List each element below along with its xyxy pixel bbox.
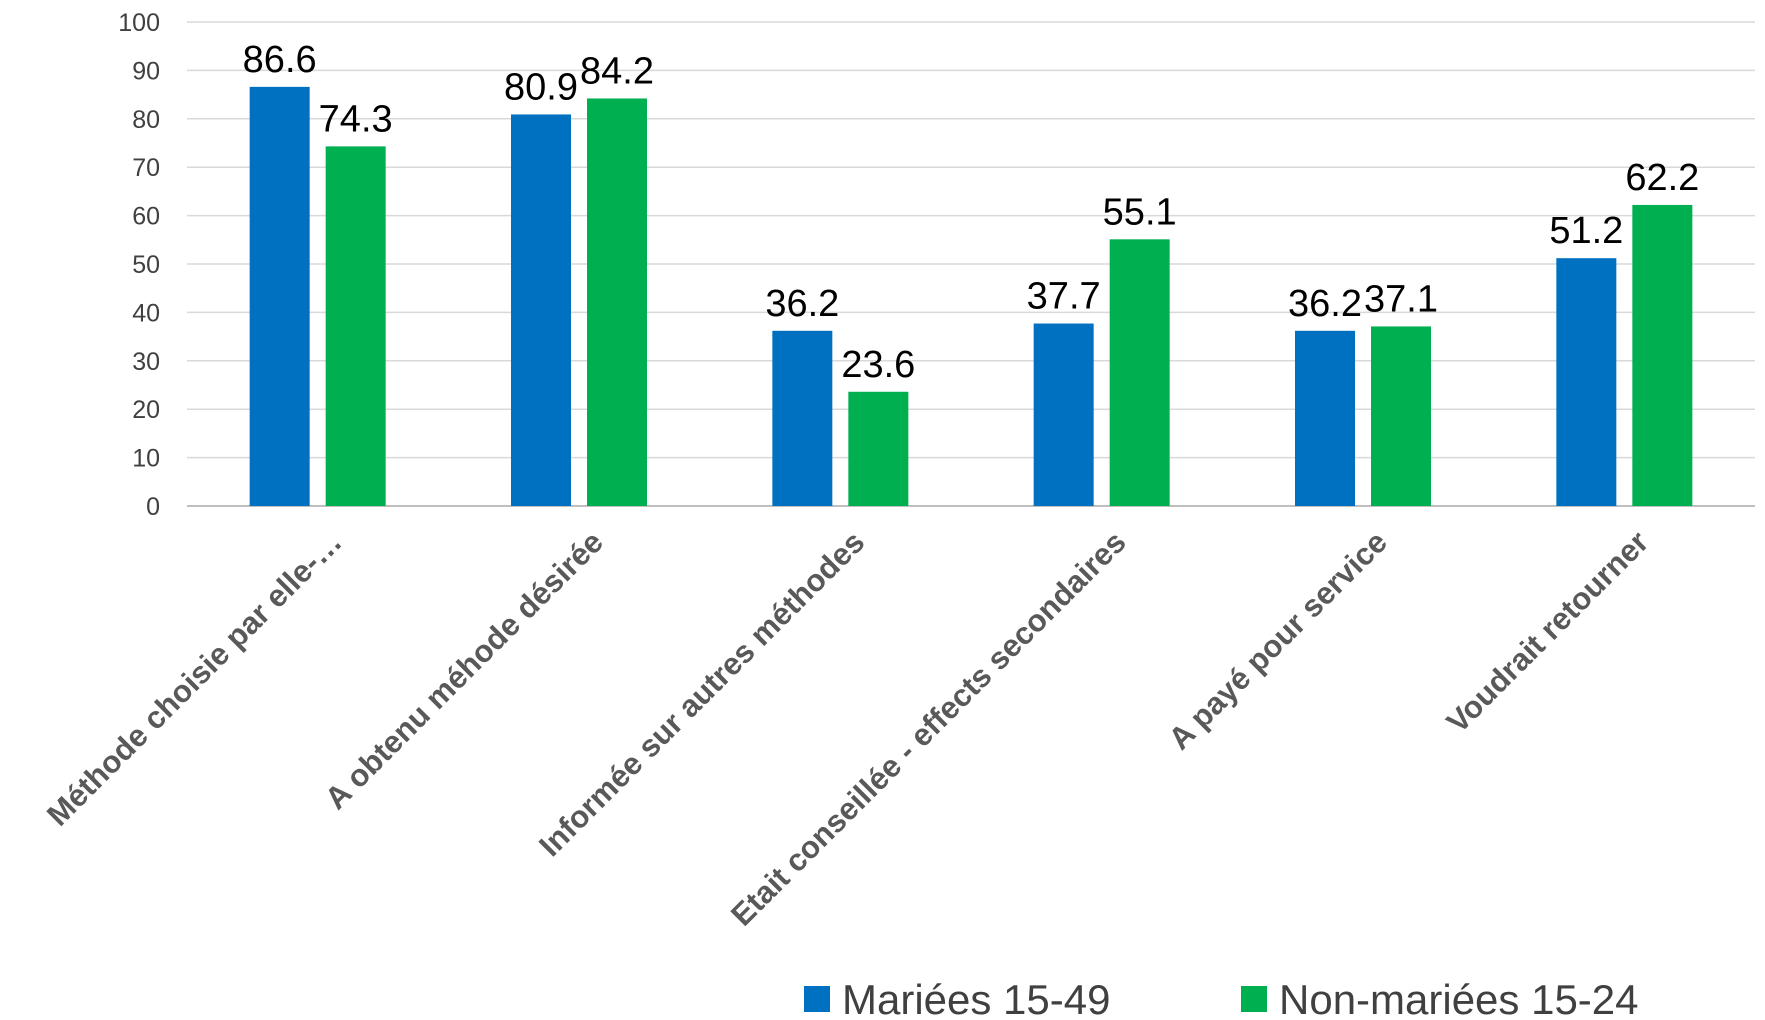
data-label: 51.2 — [1549, 210, 1623, 252]
bar-non-mariees-5 — [1632, 204, 1693, 506]
legend-label: Non-mariées 15-24 — [1279, 976, 1639, 1020]
bar-mariees-2 — [772, 330, 833, 506]
y-tick-label: 80 — [132, 106, 160, 134]
legend-swatch — [1241, 986, 1267, 1012]
legend: Mariées 15-49 Non-mariées 15-24 — [804, 976, 1639, 1020]
y-tick-label: 10 — [132, 445, 160, 473]
bar-non-mariees-1 — [587, 98, 647, 507]
data-label: 80.9 — [504, 66, 578, 108]
y-tick-label: 100 — [118, 9, 160, 37]
category-label: Voudrait retourner — [1440, 524, 1656, 740]
bar-mariees-1 — [511, 114, 571, 506]
y-tick-label: 50 — [132, 251, 160, 279]
y-tick-label: 20 — [132, 396, 160, 424]
legend-label: Mariées 15-49 — [842, 976, 1110, 1020]
data-label: 36.2 — [1288, 283, 1362, 325]
y-tick-label: 60 — [132, 203, 160, 231]
bar-non-mariees-4 — [1371, 326, 1431, 506]
data-label: 37.1 — [1364, 278, 1438, 320]
y-axis-tick-labels: 0 10 20 30 40 50 60 70 80 90 100 — [118, 9, 160, 521]
data-label: 62.2 — [1625, 157, 1699, 199]
data-label: 23.6 — [841, 344, 915, 386]
data-label: 84.2 — [580, 50, 654, 92]
data-label: 74.3 — [319, 98, 393, 140]
y-tick-label: 90 — [132, 57, 160, 85]
bar-non-mariees-2 — [848, 391, 909, 506]
data-label: 36.2 — [765, 283, 839, 325]
bar-mariees-5 — [1556, 258, 1617, 506]
bar-non-mariees-3 — [1109, 239, 1170, 507]
y-tick-label: 0 — [146, 493, 160, 521]
category-label: Méthode choisie par elle-… — [40, 524, 349, 833]
y-tick-label: 30 — [132, 348, 160, 376]
gridlines — [187, 21, 1755, 507]
legend-swatch — [804, 986, 830, 1012]
bars — [249, 86, 1693, 507]
data-label: 86.6 — [243, 39, 317, 81]
bar-non-mariees-0 — [325, 146, 386, 506]
category-labels: Méthode choisie par elle-…A obtenu méhod… — [40, 524, 1655, 933]
y-tick-label: 70 — [132, 154, 160, 182]
y-tick-label: 40 — [132, 299, 160, 327]
bar-mariees-0 — [249, 86, 310, 506]
data-label: 55.1 — [1103, 191, 1177, 233]
data-label: 37.7 — [1027, 276, 1101, 318]
bar-mariees-4 — [1295, 330, 1355, 506]
category-label: A payé pour service — [1162, 524, 1394, 756]
bar-mariees-3 — [1033, 323, 1094, 506]
data-labels: 86.674.380.9 84.236.223.637.755.136.2 37.1… — [243, 39, 1700, 386]
category-label: A obtenu méhode désirée — [318, 524, 610, 816]
